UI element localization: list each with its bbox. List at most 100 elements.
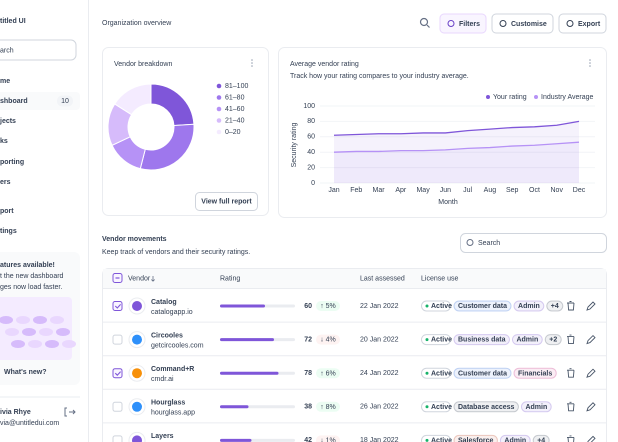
x-tick-label: Jul [463,187,472,194]
tag [453,401,519,413]
rating-value: 60 [304,303,312,310]
legend-dot [216,129,222,135]
x-tick-label: Sep [506,187,519,194]
button-icon [566,20,574,27]
button-label: Export [578,21,601,28]
button-icon [499,20,507,27]
status-badge [421,434,451,442]
checkbox[interactable] [112,301,123,311]
checkbox[interactable] [112,435,123,442]
legend-label: 61–80 [225,94,245,101]
tag [513,367,557,379]
change-badge [316,368,340,379]
tag-label: Admin [516,337,538,344]
legend-label: Industry Average [541,94,594,101]
rating-bar [220,438,252,442]
tag [453,334,510,346]
menu-dots[interactable] [251,59,253,61]
series-line [333,141,580,153]
legend-dot [216,118,222,123]
delete-icon[interactable] [567,435,575,442]
checkbox[interactable] [112,401,123,412]
card-title: Average vendor rating [290,61,359,68]
tag-label: Admin [518,303,540,310]
tag-label: Financials [518,370,552,377]
promo-shape [33,316,47,324]
nav-item[interactable]: shboard [0,98,28,105]
assessed-date: 20 Jan 2022 [360,336,399,343]
y-tick-label: 20 [307,164,315,171]
delete-icon[interactable] [567,368,575,378]
search-icon[interactable] [419,17,429,27]
change-value: ↑ 6% [320,370,336,377]
checkbox[interactable] [112,368,123,379]
vendor-name: Hourglass [151,400,185,407]
vendor-name: Command+R [151,366,194,373]
header-button[interactable] [558,13,607,34]
nav-item[interactable]: ers [0,179,11,186]
menu-dots[interactable] [589,59,591,61]
badge [57,95,73,107]
tag-label: Database access [458,404,515,411]
table-header [103,269,606,288]
vendor-logo-mark [132,334,142,345]
legend-dot [486,95,490,99]
assessed-date: 18 Jan 2022 [360,437,399,442]
button-label: Filters [459,21,480,28]
status-badge [421,300,451,312]
vendor-domain: cmdr.ai [151,376,174,383]
pie-segment [114,83,152,116]
promo-line: t the new dashboard [0,273,64,280]
delete-icon[interactable] [567,401,575,412]
status-badge [421,401,451,413]
menu-dots[interactable] [251,65,253,67]
vendor-name: Catalog [151,299,177,306]
promo-link[interactable]: What's new? [4,369,47,376]
x-tick-label: Jun [440,187,451,194]
delete-icon[interactable] [567,301,575,311]
nav-item[interactable]: me [0,78,10,85]
status-label: Active [431,303,452,310]
vendor-logo-mark [132,301,142,311]
menu-dots[interactable] [251,62,253,64]
status-label: Active [431,438,452,442]
header-button[interactable] [439,13,487,34]
nav-item[interactable]: tings [0,228,17,235]
checkbox[interactable] [112,334,123,345]
search-box[interactable] [0,39,77,61]
edit-icon[interactable] [586,368,596,378]
card-title: Vendor breakdown [114,61,172,68]
x-tick-label: Aug [484,187,497,194]
search-placeholder: Search [478,240,500,247]
search-box[interactable] [460,233,607,253]
x-tick-label: May [416,187,430,194]
x-tick-label: Feb [350,187,362,194]
nav-item[interactable]: porting [0,159,24,166]
logout-icon[interactable] [64,407,76,417]
status-dot [425,304,429,308]
x-tick-label: Dec [573,187,586,194]
rating-bar [220,371,279,375]
delete-icon[interactable] [567,334,575,345]
tag [499,434,531,442]
nav-item[interactable]: port [0,208,14,215]
edit-icon[interactable] [586,402,596,412]
button-icon [447,20,455,27]
edit-icon[interactable] [586,301,596,311]
status-badge [421,367,451,379]
tag-label: Customer data [458,370,507,377]
button-label: Customise [511,21,547,28]
status-label: Active [431,370,452,377]
header-button[interactable] [491,13,554,34]
menu-dots[interactable] [589,62,591,64]
change-badge [316,401,340,412]
vendor-name: Circooles [151,332,183,339]
tag-label: Customer data [458,303,507,310]
edit-icon[interactable] [586,334,596,345]
nav-item[interactable]: ks [0,138,8,145]
nav-item[interactable]: jects [0,118,16,125]
menu-dots[interactable] [589,65,591,67]
button[interactable] [195,192,258,211]
status-dot [425,438,429,442]
